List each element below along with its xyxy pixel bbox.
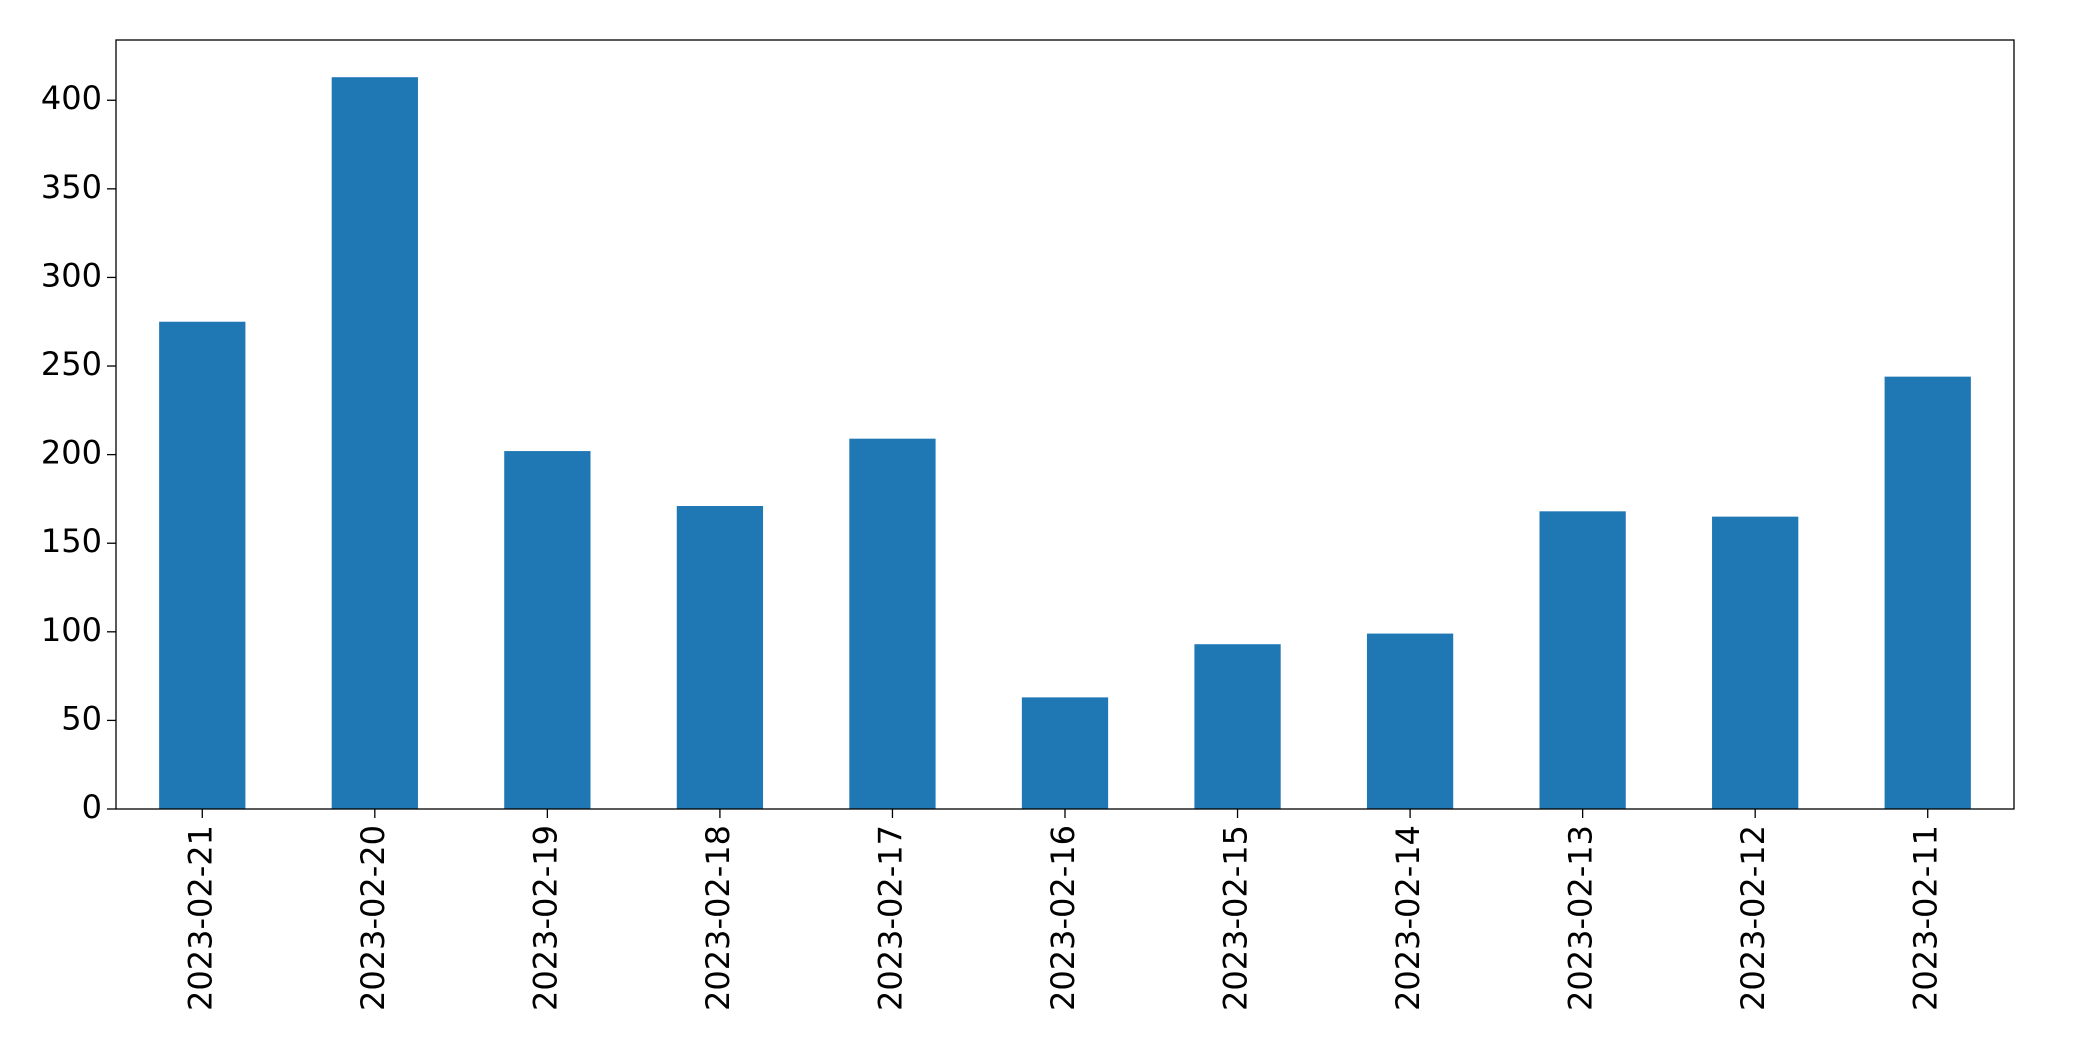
y-tick-label: 150 xyxy=(41,522,102,560)
y-tick-label: 50 xyxy=(61,699,102,737)
bar xyxy=(1021,697,1109,809)
bar xyxy=(1366,633,1454,809)
bar xyxy=(504,451,591,809)
bar xyxy=(159,321,246,809)
y-tick-label: 400 xyxy=(41,79,102,117)
y-tick-label: 250 xyxy=(41,345,102,383)
x-tick-label: 2023-02-18 xyxy=(699,825,737,1011)
y-tick-label: 300 xyxy=(41,256,102,294)
bar xyxy=(676,506,764,809)
x-tick-label: 2023-02-16 xyxy=(1044,825,1082,1011)
bar xyxy=(1194,644,1281,809)
x-tick-label: 2023-02-17 xyxy=(871,825,909,1011)
plot-frame xyxy=(115,39,2015,810)
x-tick-label: 2023-02-15 xyxy=(1217,825,1255,1011)
x-tick-label: 2023-02-21 xyxy=(181,825,219,1011)
x-tick-label: 2023-02-20 xyxy=(354,825,392,1011)
y-tick-label: 200 xyxy=(41,434,102,472)
x-tick-label: 2023-02-19 xyxy=(526,825,564,1011)
y-tick-label: 100 xyxy=(41,611,102,649)
x-tick-label: 2023-02-11 xyxy=(1907,825,1945,1011)
y-tick-label: 350 xyxy=(41,168,102,206)
x-tick-label: 2023-02-13 xyxy=(1562,825,1600,1011)
x-tick-label: 2023-02-12 xyxy=(1734,825,1772,1011)
x-tick-label: 2023-02-14 xyxy=(1389,825,1427,1011)
bar xyxy=(331,77,418,810)
bar xyxy=(849,438,936,809)
bar xyxy=(1712,516,1799,809)
y-tick-label: 0 xyxy=(82,788,102,826)
bar xyxy=(1539,511,1626,809)
bar xyxy=(1884,376,1971,809)
